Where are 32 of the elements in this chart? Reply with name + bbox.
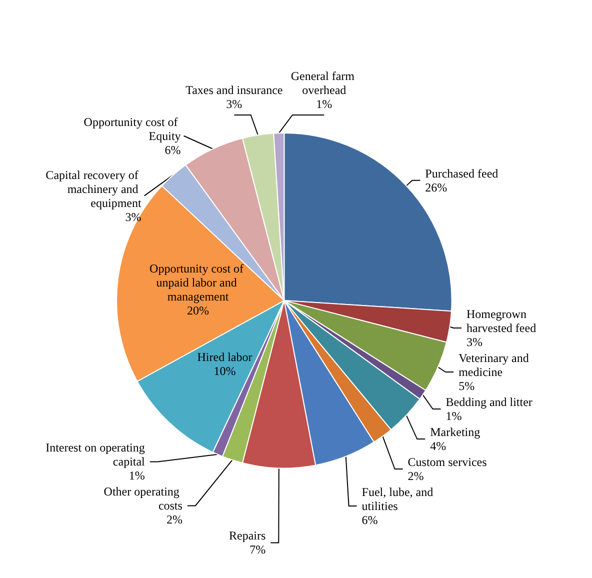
data-label: 3%: [125, 210, 142, 224]
data-label: 20%: [187, 304, 210, 318]
data-label: 6%: [164, 142, 181, 157]
slice-label: Capital recovery of machinery and equipment: [46, 168, 142, 210]
slice-label: Opportunity cost of Equity: [84, 114, 181, 143]
slice-label: Purchased feed: [425, 166, 498, 180]
slice-label: Bedding and litter: [446, 395, 532, 410]
data-label: 4%: [430, 439, 446, 454]
slice-label: Opportunity cost of unpaid labor and management: [150, 262, 247, 304]
data-label: 7%: [250, 542, 266, 557]
data-label: 26%: [425, 180, 448, 194]
slice-label: Other operating costs: [104, 484, 183, 513]
slice-label: Custom services: [408, 455, 488, 470]
data-label: 1%: [128, 468, 145, 483]
slice-label: Fuel, lube, and utilities: [362, 485, 436, 514]
slice-label: Repairs: [228, 528, 266, 543]
slice-label: Marketing: [430, 425, 480, 440]
data-label: 2%: [408, 469, 424, 484]
data-label: 1%: [316, 96, 332, 111]
data-label: 1%: [446, 409, 462, 424]
slice-label: Interest on operating capital: [46, 440, 146, 469]
data-label: 3%: [226, 96, 242, 111]
data-label: 10%: [214, 364, 236, 378]
data-label: 6%: [362, 513, 378, 528]
slice-label: Homegrown harvested feed: [466, 307, 536, 336]
slice-label: General farm overhead: [290, 68, 358, 97]
data-label: 5%: [458, 379, 475, 394]
slice-label: Taxes and insurance: [186, 82, 283, 97]
data-label: 3%: [466, 335, 482, 350]
data-label: 2%: [166, 512, 182, 527]
slice-label: Veterinary and medicine: [458, 351, 532, 380]
slice-label: Hired labor: [197, 350, 252, 364]
